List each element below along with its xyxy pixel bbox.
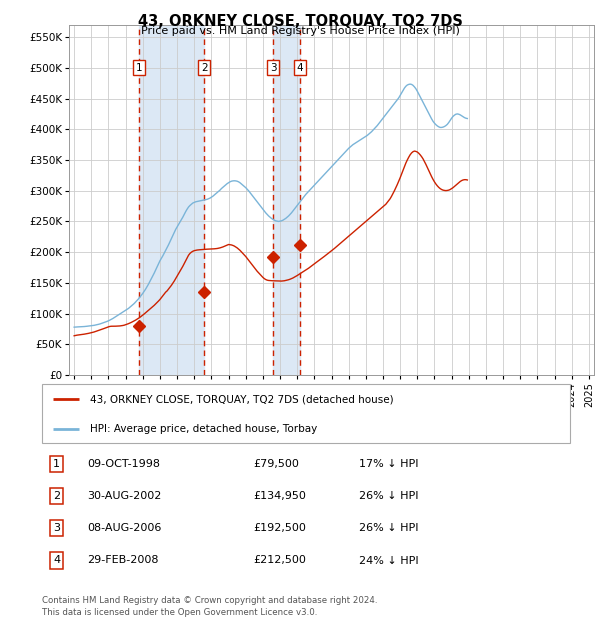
- Text: 29-FEB-2008: 29-FEB-2008: [87, 556, 158, 565]
- Text: 2: 2: [201, 63, 208, 73]
- Text: 2: 2: [53, 491, 61, 501]
- Text: 30-AUG-2002: 30-AUG-2002: [87, 491, 161, 501]
- Text: £192,500: £192,500: [253, 523, 306, 533]
- Text: £212,500: £212,500: [253, 556, 306, 565]
- Bar: [139, 25, 204, 375]
- Text: 26% ↓ HPI: 26% ↓ HPI: [359, 523, 418, 533]
- Text: 43, ORKNEY CLOSE, TORQUAY, TQ2 7DS: 43, ORKNEY CLOSE, TORQUAY, TQ2 7DS: [137, 14, 463, 29]
- Text: 26% ↓ HPI: 26% ↓ HPI: [359, 491, 418, 501]
- Text: 4: 4: [53, 556, 61, 565]
- Bar: [273, 25, 300, 375]
- Text: £79,500: £79,500: [253, 459, 299, 469]
- Text: Contains HM Land Registry data © Crown copyright and database right 2024.
This d: Contains HM Land Registry data © Crown c…: [42, 596, 377, 617]
- Text: 17% ↓ HPI: 17% ↓ HPI: [359, 459, 418, 469]
- Text: 24% ↓ HPI: 24% ↓ HPI: [359, 556, 418, 565]
- Text: 08-AUG-2006: 08-AUG-2006: [87, 523, 161, 533]
- Text: 3: 3: [270, 63, 277, 73]
- Text: Price paid vs. HM Land Registry's House Price Index (HPI): Price paid vs. HM Land Registry's House …: [140, 26, 460, 36]
- Text: 1: 1: [136, 63, 142, 73]
- Text: 3: 3: [53, 523, 60, 533]
- Text: 1: 1: [53, 459, 60, 469]
- Text: 09-OCT-1998: 09-OCT-1998: [87, 459, 160, 469]
- Text: HPI: Average price, detached house, Torbay: HPI: Average price, detached house, Torb…: [89, 423, 317, 433]
- Text: 43, ORKNEY CLOSE, TORQUAY, TQ2 7DS (detached house): 43, ORKNEY CLOSE, TORQUAY, TQ2 7DS (deta…: [89, 394, 393, 404]
- Text: 4: 4: [297, 63, 304, 73]
- Text: £134,950: £134,950: [253, 491, 306, 501]
